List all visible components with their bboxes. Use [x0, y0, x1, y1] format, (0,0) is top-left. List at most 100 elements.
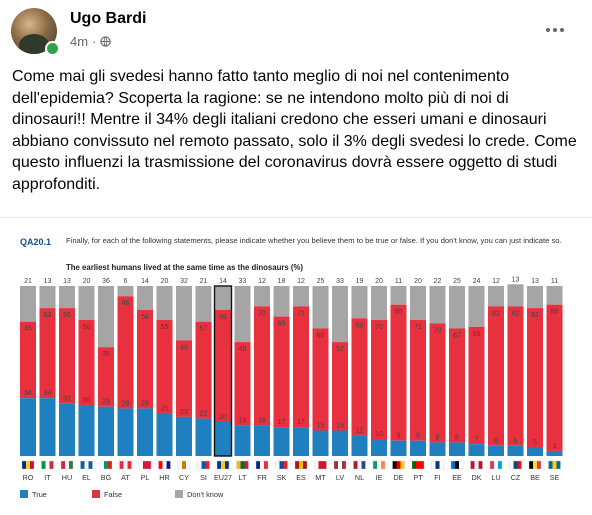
data-label-false: 70 — [375, 324, 383, 331]
data-label-false: 66 — [122, 300, 130, 307]
data-label-dont-know: 33 — [336, 278, 344, 285]
bar-false — [507, 306, 524, 446]
more-options-button[interactable] — [540, 20, 570, 40]
post-header: Ugo Bardi 4m · — [0, 0, 592, 60]
flag-icon — [127, 461, 132, 469]
bar-true — [234, 425, 251, 456]
bar-dont-know — [254, 286, 270, 307]
flag-icon — [517, 461, 522, 469]
data-label-dont-know: 24 — [473, 278, 481, 285]
data-label-false: 69 — [473, 331, 481, 338]
flag-icon — [470, 461, 475, 469]
bar-dont-know — [137, 286, 153, 310]
flag-border — [314, 460, 327, 470]
data-label-dont-know: 13 — [531, 278, 539, 285]
more-dot — [546, 28, 550, 32]
x-tick-label: IT — [44, 473, 51, 482]
author-name[interactable]: Ugo Bardi — [70, 10, 147, 27]
bar-false — [137, 309, 153, 409]
flag-icon — [275, 461, 280, 469]
data-label-true: 23 — [180, 409, 188, 416]
data-label-true: 31 — [63, 395, 71, 402]
flag-icon — [197, 461, 202, 469]
data-label-false: 53 — [44, 312, 52, 319]
x-tick-label: BE — [530, 473, 540, 482]
data-label-true: 5 — [533, 440, 537, 447]
flag-icon — [80, 461, 85, 469]
bar-false — [527, 308, 543, 448]
data-label-false: 49 — [239, 346, 247, 353]
x-tick-label: CY — [179, 473, 189, 482]
data-label-true: 9 — [397, 433, 401, 440]
flag-icon — [435, 461, 440, 469]
flag-icon — [104, 461, 108, 469]
flag-icon — [529, 461, 533, 469]
data-label-true: 17 — [297, 419, 305, 426]
flag-border — [548, 460, 561, 470]
bar-dont-know — [215, 286, 231, 310]
bar-true — [371, 439, 387, 456]
flag-border — [294, 460, 308, 470]
flag-icon — [69, 461, 73, 469]
flag-icon — [256, 461, 260, 469]
bar-false — [488, 306, 504, 446]
flag-icon — [217, 461, 221, 469]
bar-dont-know — [78, 286, 95, 320]
flag-icon — [244, 461, 249, 469]
flag-border — [158, 460, 171, 470]
bar-false — [98, 347, 114, 407]
avatar[interactable] — [11, 8, 57, 54]
flag-border — [333, 460, 347, 470]
bar-true — [488, 445, 504, 456]
data-label-false: 71 — [414, 324, 422, 331]
bar-false — [117, 296, 134, 409]
meta-separator: · — [92, 34, 97, 49]
legend-label: False — [104, 490, 122, 499]
bar-dont-know — [429, 286, 446, 324]
x-tick-label: ES — [296, 473, 306, 482]
flag-border — [138, 460, 152, 470]
data-label-false: 45 — [24, 326, 32, 333]
flag-icon — [392, 461, 397, 469]
data-label-false: 35 — [102, 351, 110, 358]
flag-icon — [420, 461, 424, 469]
flag-border — [528, 460, 542, 470]
flag-icon — [205, 461, 210, 469]
bar-false — [176, 340, 192, 417]
x-tick-label: LT — [239, 473, 247, 482]
flag-border — [392, 460, 405, 470]
bar-true — [137, 408, 153, 456]
data-label-false: 69 — [356, 322, 364, 329]
flag-icon — [353, 461, 358, 469]
bar-false — [429, 323, 446, 443]
data-label-true: 15 — [317, 423, 325, 430]
flag-icon — [490, 461, 494, 469]
flag-icon — [548, 461, 553, 469]
bar-true — [215, 422, 231, 456]
data-label-false: 50 — [83, 324, 91, 331]
flag-icon — [318, 461, 323, 469]
bar-false — [351, 318, 368, 436]
x-tick-label: PL — [141, 473, 150, 482]
data-label-true: 18 — [258, 417, 266, 424]
flag-icon — [240, 461, 245, 469]
bar-true — [507, 445, 524, 456]
data-label-false: 66 — [219, 314, 227, 321]
post-time[interactable]: 4m — [70, 34, 89, 49]
bar-false — [195, 321, 212, 419]
x-tick-label: HU — [62, 473, 72, 482]
data-label-false: 82 — [512, 310, 520, 317]
data-label-false: 70 — [258, 310, 266, 317]
data-label-dont-know: 14 — [141, 278, 149, 285]
data-label-false: 80 — [395, 309, 403, 316]
flag-icon — [119, 461, 124, 469]
bar-true — [410, 440, 426, 456]
online-status-icon — [45, 41, 60, 56]
chart-image[interactable]: QA20.1 Finally, for each of the followin… — [0, 217, 592, 510]
bar-false — [546, 304, 563, 451]
flag-icon — [123, 461, 128, 469]
data-label-false: 82 — [531, 312, 539, 319]
flag-icon — [283, 461, 288, 469]
bar-dont-know — [273, 286, 290, 317]
post-text: Come mai gli svedesi hanno fatto tanto m… — [12, 68, 577, 193]
